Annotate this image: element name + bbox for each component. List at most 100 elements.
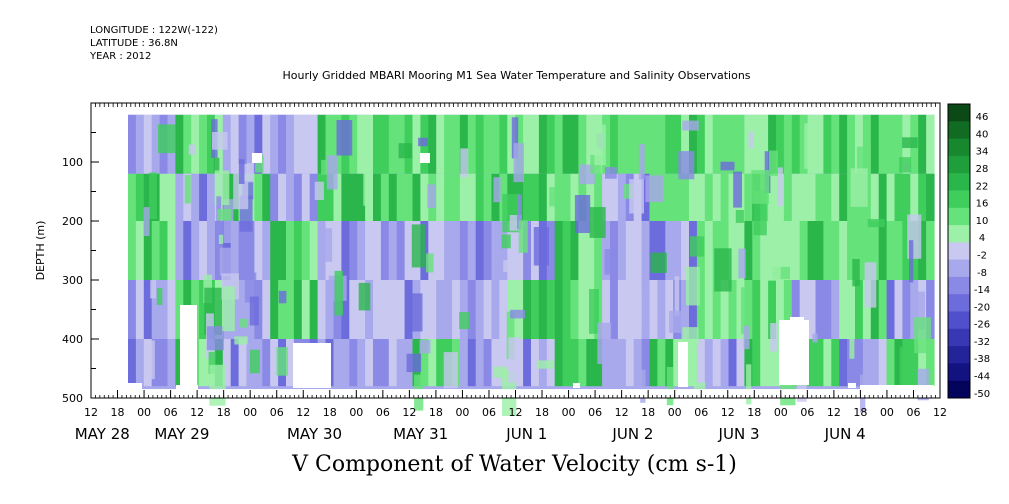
heat-cell: [696, 339, 706, 387]
heat-cell: [309, 173, 319, 221]
heat-cell: [151, 221, 161, 280]
heat-cell: [349, 339, 358, 387]
heat-cell: [554, 280, 564, 339]
heat-cell: [388, 221, 398, 280]
heat-patch: [336, 120, 353, 156]
heat-cell: [902, 221, 911, 280]
heat-cell: [357, 339, 366, 387]
heat-cell: [562, 173, 572, 221]
heat-patch: [597, 322, 612, 364]
heat-cell: [704, 173, 714, 221]
colorbar-swatch: [948, 207, 970, 226]
heat-cell: [459, 339, 469, 387]
heat-cell: [475, 114, 485, 174]
colorbar-swatch: [948, 380, 970, 399]
heat-cell: [562, 339, 572, 387]
heat-cell: [681, 173, 690, 221]
heat-cell: [554, 114, 564, 174]
missing-data-gap: [790, 317, 804, 327]
heat-cell: [222, 339, 232, 387]
heat-cell: [301, 114, 311, 174]
heat-cell: [862, 221, 872, 280]
x-tick-label: 06: [270, 406, 284, 419]
x-tick-label: 12: [721, 406, 735, 419]
heat-cell: [855, 114, 864, 174]
year-text: YEAR : 2012: [90, 51, 152, 62]
heat-patch: [852, 259, 860, 287]
heat-cell: [910, 339, 919, 387]
heat-cell: [143, 280, 153, 339]
heat-cell: [270, 173, 279, 221]
heat-patch: [146, 340, 155, 380]
colorbar-label: -44: [974, 372, 990, 383]
left-empty-area: [91, 103, 128, 398]
heat-cell: [776, 221, 785, 280]
heat-cell: [870, 114, 880, 174]
heat-cell: [736, 339, 745, 387]
heat-cell: [444, 114, 453, 174]
heat-cell: [878, 280, 888, 339]
heat-cell: [373, 280, 382, 339]
heat-cell: [807, 114, 817, 174]
x-tick-label: 06: [164, 406, 178, 419]
heat-cell: [625, 114, 635, 174]
heat-cell: [736, 114, 745, 174]
heat-patch: [358, 282, 371, 311]
heat-cell: [151, 280, 161, 339]
heat-cell: [499, 221, 508, 280]
heat-patch: [638, 143, 645, 180]
heat-cell: [404, 280, 414, 339]
heat-cell: [333, 173, 342, 221]
heat-patch: [682, 327, 699, 347]
heat-cell: [254, 114, 263, 174]
heat-cell: [720, 280, 730, 339]
heat-patch: [493, 177, 501, 203]
heat-patch: [213, 157, 220, 174]
heat-cell: [388, 339, 398, 387]
heat-cell: [831, 173, 840, 221]
heat-patch: [770, 323, 778, 352]
colorbar-label: 16: [976, 199, 989, 210]
colorbar-label: -38: [974, 354, 990, 365]
heat-patch: [850, 168, 868, 207]
heat-cell: [191, 173, 200, 221]
heat-cell: [665, 339, 674, 387]
heat-cell: [649, 114, 658, 174]
heat-cell: [610, 221, 619, 280]
heat-cell: [776, 280, 785, 339]
heat-patch: [209, 364, 226, 406]
x-tick-label: 06: [482, 406, 496, 419]
heat-patch: [398, 143, 413, 159]
heat-cell: [293, 173, 303, 221]
x-tick-label: 18: [747, 406, 761, 419]
heat-cell: [388, 173, 398, 221]
heat-cell: [831, 221, 840, 280]
heat-patch: [589, 289, 599, 334]
x-date-label: JUN 1: [505, 425, 547, 443]
heat-cell: [926, 173, 935, 221]
heat-cell: [444, 280, 453, 339]
x-tick-label: 06: [376, 406, 390, 419]
heat-cell: [293, 221, 303, 280]
heat-cell: [823, 114, 832, 174]
heat-cell: [760, 280, 769, 339]
x-tick-label: 18: [429, 406, 443, 419]
heat-cell: [159, 173, 169, 221]
heat-cell: [839, 280, 848, 339]
heat-cell: [617, 221, 627, 280]
heat-cell: [625, 339, 635, 387]
heat-cell: [270, 114, 279, 174]
heat-cell: [610, 114, 619, 174]
y-tick-label: 200: [62, 215, 83, 228]
heat-cell: [191, 221, 200, 280]
heat-cell: [199, 339, 208, 387]
heat-cell: [649, 280, 658, 339]
heat-cell: [246, 114, 255, 174]
x-date-label: MAY 28: [75, 425, 130, 443]
heat-cell: [175, 114, 184, 174]
heat-cell: [396, 339, 406, 387]
heat-cell: [855, 221, 864, 280]
heat-cell: [815, 173, 824, 221]
heat-patch: [589, 207, 606, 238]
heat-cell: [855, 339, 864, 387]
